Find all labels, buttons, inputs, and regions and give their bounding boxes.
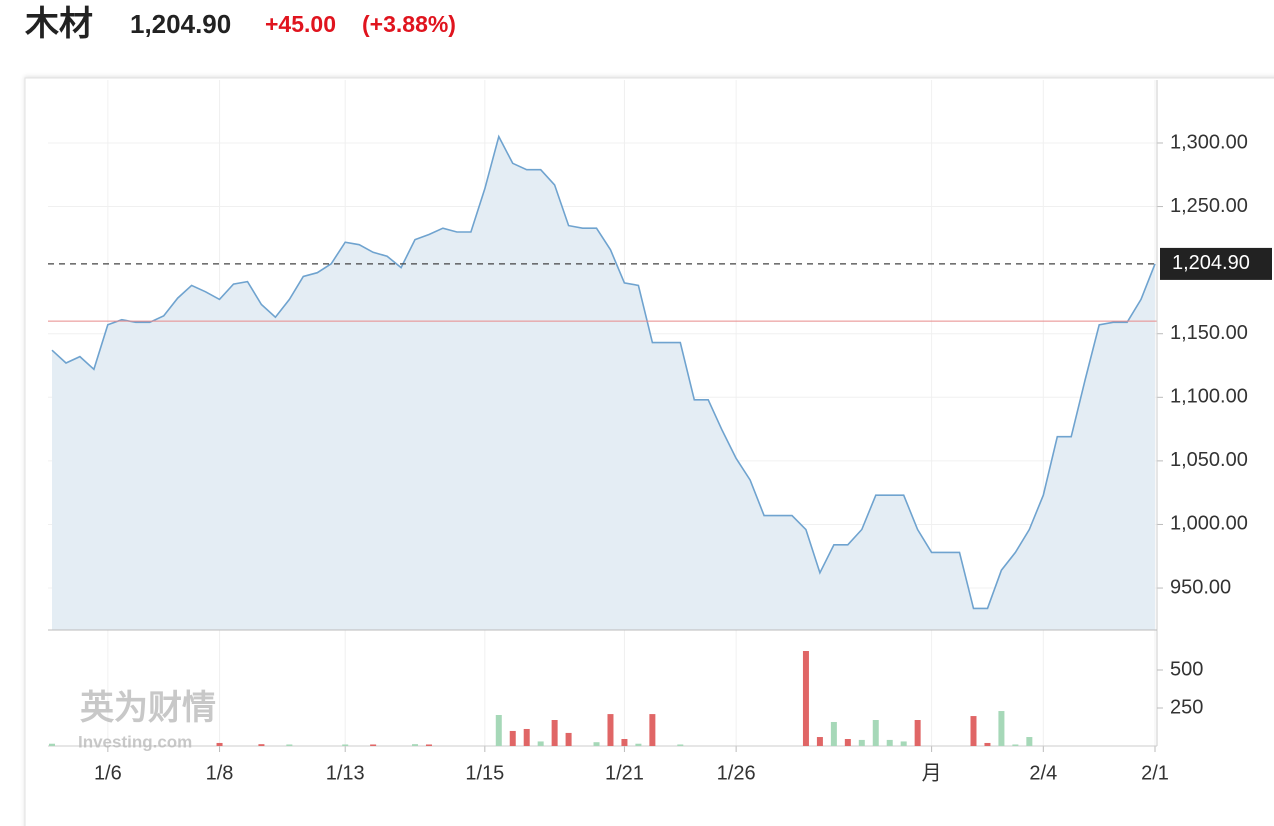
volume-bar (914, 720, 921, 746)
last-value-box (1160, 247, 1272, 280)
y-tick-label: 950.00 (1170, 576, 1231, 598)
volume-bar (970, 716, 977, 746)
y-tick-label: 1,100.00 (1170, 386, 1248, 408)
x-tick-label: 2/4 (1029, 762, 1057, 784)
price-area (52, 136, 1155, 630)
volume-bar (872, 720, 879, 746)
volume-bar (593, 742, 600, 746)
last-value-label: 1,204.90 (1172, 252, 1250, 274)
volume-bar (802, 651, 809, 746)
x-tick-label: 月 (922, 762, 942, 784)
volume-bar (216, 742, 223, 746)
change-percent: (+3.88%) (362, 11, 456, 37)
volume-bar (900, 741, 907, 746)
y-tick-label: 1,150.00 (1170, 322, 1248, 344)
volume-bar (858, 739, 865, 746)
volume-bar (523, 728, 530, 746)
volume-bar (607, 714, 614, 746)
plot: 1/6 1/8 1/13 1/15 1/21 1/26 月 2/4 2/1 1,300.00 1,2… (48, 80, 1272, 784)
y-tick-label: 1,050.00 (1170, 449, 1248, 471)
volume-bar (635, 743, 642, 746)
x-tick-label: 1/6 (94, 762, 122, 784)
x-tick-label: 1/13 (326, 762, 365, 784)
x-tick-label: 1/21 (605, 762, 644, 784)
volume-bar (816, 737, 823, 746)
volume-bar (1026, 737, 1033, 746)
y-tick-label: 500 (1170, 658, 1203, 680)
volume-bar (342, 744, 349, 746)
volume-bar (49, 743, 55, 746)
x-tick-label: 1/8 (206, 762, 234, 784)
watermark-site: Investing.com (78, 732, 192, 751)
y-tick-label: 1,300.00 (1170, 131, 1248, 153)
x-tick-label: 1/15 (465, 762, 504, 784)
price-line (51, 134, 1156, 610)
volume-bar (649, 714, 656, 746)
y-tick-label: 1,250.00 (1170, 195, 1248, 217)
volume-bar (286, 744, 293, 746)
y-tick-label: 250 (1170, 696, 1203, 718)
volume-bar (621, 739, 628, 746)
volume-bar (537, 741, 544, 746)
volume-bar (1012, 744, 1019, 746)
x-tick-label: 1/26 (717, 762, 756, 784)
volume-bar (425, 744, 432, 746)
volume-bar (509, 730, 516, 746)
volume-bar (565, 732, 572, 746)
change: +45.00 (265, 11, 336, 37)
volume-bar (677, 744, 684, 746)
volume-bar (551, 720, 558, 746)
price: 1,204.90 (130, 9, 231, 39)
x-tick-label: 2/1 (1141, 762, 1169, 784)
volume-bar (844, 739, 851, 746)
volume-bar (886, 739, 893, 746)
volume-bar (495, 714, 502, 746)
volume-bar (830, 721, 837, 746)
volume-bar (998, 711, 1005, 746)
volume-bar (370, 744, 377, 746)
y-tick-label: 1,000.00 (1170, 513, 1248, 535)
watermark-brand: 英为财情 (80, 689, 216, 727)
volume-bar (984, 742, 991, 746)
volume-bar (258, 744, 265, 746)
instrument-name: 木材 (24, 5, 93, 43)
volume-bar (412, 744, 419, 746)
